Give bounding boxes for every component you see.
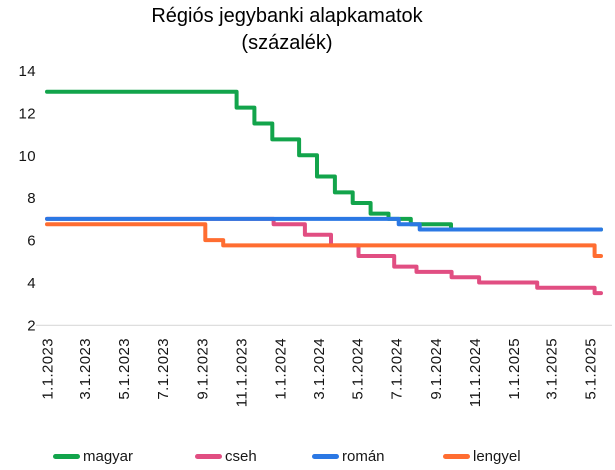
legend-label: magyar (83, 447, 134, 465)
legend-swatch (443, 453, 470, 459)
legend-item-cseh[interactable]: cseh (195, 447, 257, 465)
x-tick-label: 1.1.2025 (506, 338, 523, 400)
x-tick-label: 5.1.2024 (350, 338, 367, 400)
chart-subtitle: (százalék) (241, 32, 333, 54)
legend-swatch (195, 453, 222, 459)
x-tick-label: 7.1.2023 (155, 338, 172, 400)
legend-label: lengyel (473, 447, 521, 465)
y-tick-label: 10 (19, 148, 37, 165)
x-tick-label: 3.1.2025 (544, 338, 561, 400)
x-tick-label: 3.1.2023 (77, 338, 94, 400)
chart-title: Régiós jegybanki alapkamatok (151, 5, 423, 27)
x-tick-label: 5.1.2023 (116, 338, 133, 400)
series-line-lengyel[interactable] (45, 222, 603, 258)
x-tick-label: 1.1.2023 (40, 338, 57, 400)
y-tick-label: 6 (27, 233, 36, 250)
x-tick-label: 5.1.2025 (583, 338, 600, 400)
legend-swatch (53, 453, 80, 459)
legend-item-magyar[interactable]: magyar (53, 447, 133, 465)
legend-swatch (312, 453, 339, 459)
x-tick-label: 7.1.2024 (389, 338, 406, 400)
x-tick-label: 11.1.2023 (234, 338, 251, 407)
y-tick-label: 8 (27, 190, 36, 207)
legend-item-román[interactable]: román (312, 447, 385, 465)
x-tick-label: 1.1.2024 (273, 338, 290, 400)
chart-title-block: Régiós jegybanki alapkamatok (százalék) (0, 3, 574, 57)
x-tick-label: 11.1.2024 (467, 338, 484, 407)
series-line-cseh[interactable] (45, 216, 603, 296)
legend-item-lengyel[interactable]: lengyel (443, 447, 521, 465)
y-tick-label: 2 (27, 317, 36, 334)
y-tick-label: 4 (27, 275, 36, 292)
legend-label: román (342, 447, 385, 465)
legend-label: cseh (225, 447, 257, 465)
y-tick-label: 14 (19, 63, 37, 80)
x-tick-label: 9.1.2023 (195, 338, 212, 400)
series-line-román[interactable] (45, 216, 603, 232)
x-tick-label: 9.1.2024 (428, 338, 445, 400)
series-line-magyar[interactable] (45, 89, 603, 232)
y-tick-label: 12 (19, 105, 37, 122)
x-tick-label: 3.1.2024 (311, 338, 328, 400)
